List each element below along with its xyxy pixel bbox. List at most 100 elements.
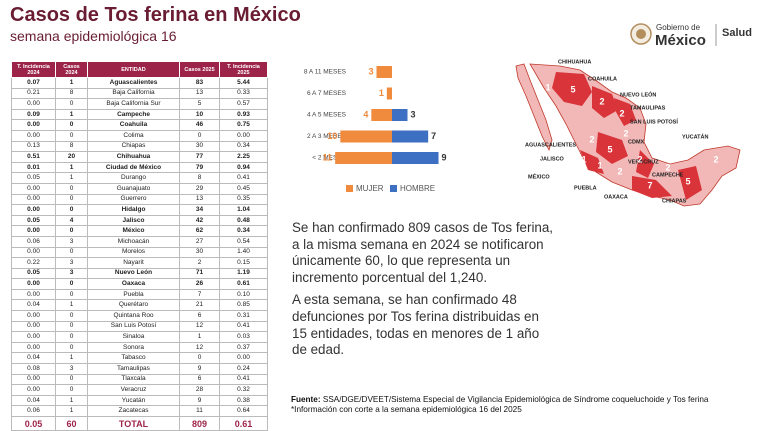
source-label: Fuente: (291, 395, 321, 404)
value-label: 1 (379, 88, 384, 98)
footer: Fuente: SSA/DGE/DVEET/Sistema Especial d… (291, 395, 708, 415)
legend-swatch (390, 185, 397, 192)
table-cell: 0.37 (219, 341, 268, 354)
summary: Se han confirmado 809 casos de Tos ferin… (292, 220, 554, 365)
table-cell: 0.85 (219, 299, 268, 312)
title: Casos de Tos ferina en México (10, 4, 301, 26)
table-row: 0.00 0 Veracruz 28 0.32 (11, 384, 268, 396)
value-label: 7 (431, 131, 436, 141)
map-count: 5 (607, 144, 612, 154)
source-line: Fuente: SSA/DGE/DVEET/Sistema Especial d… (291, 395, 708, 405)
table-cell: 0.32 (219, 384, 268, 396)
legend-label: MUJER (356, 184, 384, 193)
bar (392, 130, 429, 143)
bar (340, 130, 392, 143)
logo-gov-small: Gobierno de (656, 23, 701, 32)
category-label: 4 A 5 MESES (307, 112, 347, 119)
map-label: VERACRUZ (628, 159, 659, 165)
table-row: 0.00 0 San Luis Potosí 12 0.41 (11, 320, 268, 333)
note: *Información con corte a la semana epide… (291, 405, 522, 414)
header-cell: Casos 2024 (55, 61, 88, 78)
header-cell: ENTIDAD (87, 61, 180, 78)
legend-label: HOMBRE (400, 184, 435, 193)
table-cell: 0.15 (219, 257, 268, 269)
emblem-center (636, 29, 646, 39)
table-body: 0.07 1 Aguascalientes 83 5.44 0.21 8 Baja Calif… (11, 77, 268, 431)
table-row: 0.00 0 Guanajuato 29 0.45 (11, 182, 268, 195)
map-count: 2 (623, 128, 628, 138)
table-cell: 0.00 (219, 352, 268, 365)
map-count: 5 (570, 84, 575, 94)
table-cell: 0.24 (219, 363, 268, 375)
summary-paragraph: A esta semana, se han confirmado 48 defu… (292, 292, 540, 358)
map (515, 63, 741, 207)
map-count: 2 (599, 96, 604, 106)
table-row: 0.00 0 Puebla 7 0.10 (11, 288, 268, 301)
table-row: 0.22 3 Nayarit 2 0.15 (11, 257, 268, 269)
value-label: 4 (363, 109, 368, 119)
map-label: OAXACA (604, 194, 628, 200)
value-label: 11 (323, 152, 333, 162)
map-state (614, 98, 636, 126)
map-state (636, 150, 654, 178)
table-row: 0.00 0 Sinaloa 1 0.03 (11, 331, 268, 343)
map-count: 7 (647, 180, 652, 190)
table-row: 0.00 0 Oaxaca 26 0.61 (11, 278, 268, 290)
table-cell: 0.61 (219, 278, 268, 290)
map-count: 2 (617, 166, 622, 176)
map-count: 2 (665, 162, 670, 172)
logo-gov-big: México (655, 32, 706, 49)
table-row: 0.00 0 Sonora 12 0.37 (11, 341, 268, 354)
map-label: PUEBLA (574, 185, 597, 191)
value-label: 10 (327, 131, 337, 141)
table-row: 0.05 3 Nuevo León 71 1.19 (11, 267, 268, 280)
value-label: 9 (442, 152, 447, 162)
map-label: MÉXICO (528, 172, 550, 180)
category-label: 6 A 7 MESES (307, 90, 347, 97)
table-row: 0.05 4 Jalisco 42 0.48 (11, 214, 268, 227)
map-state (632, 176, 672, 198)
table-row: 0.04 1 Querétaro 21 0.85 (11, 299, 268, 312)
table-cell: 0.41 (219, 320, 268, 333)
table-row: 0.08 3 Tamaulipas 9 0.24 (11, 363, 268, 375)
summary-paragraph: Se han confirmado 809 casos de Tos ferin… (292, 220, 554, 285)
table-cell: 0.10 (219, 288, 268, 301)
header-cell: Casos 2025 (179, 61, 220, 78)
value-label: 3 (411, 109, 416, 119)
map-state (552, 72, 592, 106)
table-row: 0.06 1 Zacatecas 11 0.64 (11, 405, 268, 417)
category-label: < 2 MESES (312, 155, 346, 162)
map-state (580, 150, 604, 174)
table-row: 0.04 1 Tabasco 0 0.00 (11, 352, 268, 365)
value-label: 3 (368, 66, 373, 76)
map-label: AGUASCALIENTES (525, 142, 576, 148)
map-count: 2 (713, 154, 718, 164)
map-count: 2 (619, 108, 624, 118)
map-label: CHIHUAHUA (558, 59, 591, 65)
legend-swatch (346, 185, 353, 192)
map-count: 1 (597, 160, 602, 170)
subtitle: semana epidemiológica 16 (10, 28, 177, 44)
header-cell: T. Incidencia 2025 (219, 61, 268, 78)
bar (392, 109, 408, 121)
table-cell: 1.19 (219, 267, 268, 280)
table-cell: 0.31 (219, 310, 268, 322)
map-label: NUEVO LEÓN (620, 90, 656, 98)
table-row: 0.21 8 Baja California 13 0.33 (11, 87, 268, 100)
table-row: 0.00 0 Quintana Roo 6 0.31 (11, 310, 268, 322)
category-label: 2 A 3 MESES (307, 133, 347, 140)
table-row: 0.01 1 Ciudad de México 79 0.94 (11, 161, 268, 174)
bar (376, 66, 392, 78)
map-count: 2 (637, 154, 642, 164)
map-count: 2 (589, 134, 594, 144)
map-label: YUCATÁN (682, 133, 709, 140)
map-state (596, 132, 628, 164)
map-label: SAN LUIS POTOSÍ (630, 117, 678, 125)
table-cell: 1.40 (219, 246, 268, 259)
table-header: T. Incidencia 2024 Casos 2024 ENTIDAD Casos… (11, 61, 268, 78)
source-text: SSA/DGE/DVEET/Sistema Especial de Vigila… (320, 395, 709, 404)
map-label: CAMPECHE (652, 172, 684, 178)
table-cell: 0.03 (219, 331, 268, 343)
map-count: 5 (685, 176, 690, 186)
